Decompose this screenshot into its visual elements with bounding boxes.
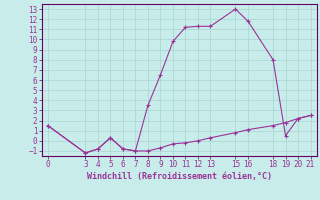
X-axis label: Windchill (Refroidissement éolien,°C): Windchill (Refroidissement éolien,°C) bbox=[87, 172, 272, 181]
